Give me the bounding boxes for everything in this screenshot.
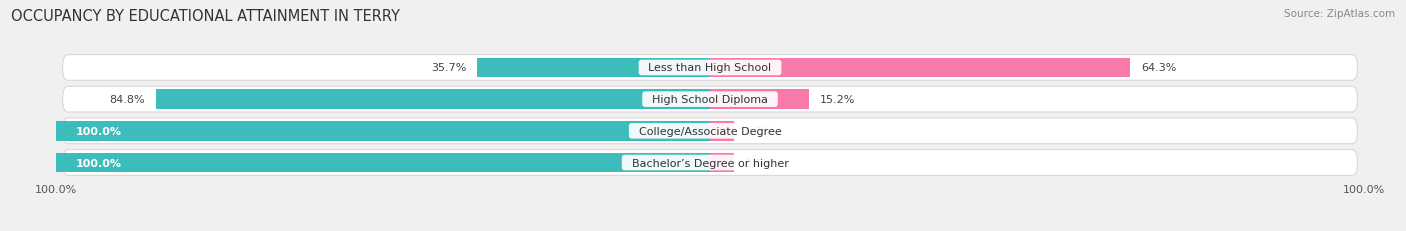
Text: High School Diploma: High School Diploma <box>645 95 775 105</box>
Bar <box>156 90 710 109</box>
Text: 100.0%: 100.0% <box>76 158 122 168</box>
Text: 0.0%: 0.0% <box>744 126 772 136</box>
Text: College/Associate Degree: College/Associate Degree <box>631 126 789 136</box>
Text: OCCUPANCY BY EDUCATIONAL ATTAINMENT IN TERRY: OCCUPANCY BY EDUCATIONAL ATTAINMENT IN T… <box>11 9 401 24</box>
FancyBboxPatch shape <box>63 150 1357 176</box>
Bar <box>56 153 710 173</box>
FancyBboxPatch shape <box>63 87 1357 112</box>
Text: Source: ZipAtlas.com: Source: ZipAtlas.com <box>1284 9 1395 19</box>
Text: Bachelor’s Degree or higher: Bachelor’s Degree or higher <box>624 158 796 168</box>
Bar <box>710 122 734 141</box>
FancyBboxPatch shape <box>63 55 1357 81</box>
Bar <box>710 90 810 109</box>
Bar <box>477 58 710 78</box>
Bar <box>56 122 710 141</box>
Text: 35.7%: 35.7% <box>430 63 467 73</box>
Text: Less than High School: Less than High School <box>641 63 779 73</box>
Text: 15.2%: 15.2% <box>820 95 855 105</box>
Text: 0.0%: 0.0% <box>744 158 772 168</box>
Text: 100.0%: 100.0% <box>76 126 122 136</box>
Bar <box>710 58 1130 78</box>
Text: 84.8%: 84.8% <box>110 95 145 105</box>
Text: 64.3%: 64.3% <box>1140 63 1177 73</box>
FancyBboxPatch shape <box>63 119 1357 144</box>
Bar <box>710 153 734 173</box>
